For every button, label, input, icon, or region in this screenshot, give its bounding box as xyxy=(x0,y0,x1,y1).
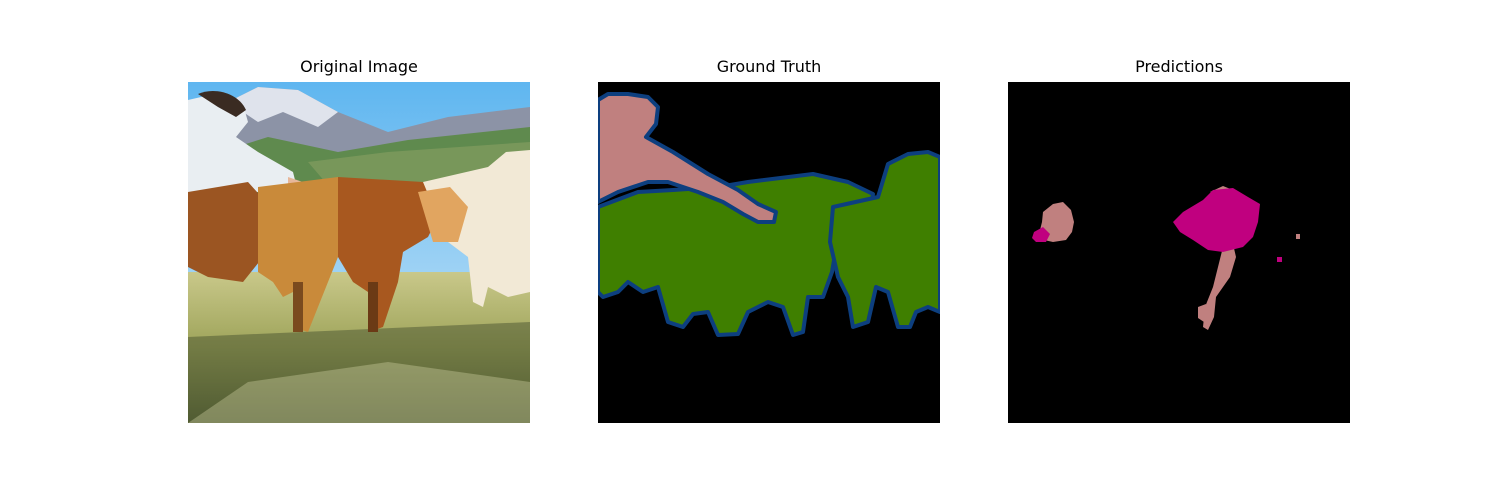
predictions-title: Predictions xyxy=(1135,57,1223,76)
predictions-panel: Predictions xyxy=(1008,55,1350,423)
ground-truth-title: Ground Truth xyxy=(716,57,822,76)
predictions-mask xyxy=(1008,82,1350,423)
original-photo xyxy=(188,82,530,423)
original-image-title: Original Image xyxy=(300,57,418,76)
original-image-panel: Original Image xyxy=(188,55,530,423)
ground-truth-mask xyxy=(598,82,940,423)
ground-truth-panel: Ground Truth xyxy=(598,55,940,423)
